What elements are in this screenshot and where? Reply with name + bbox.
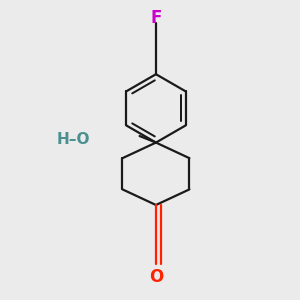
Text: H–O: H–O <box>57 132 91 147</box>
Text: O: O <box>149 268 163 286</box>
Text: F: F <box>150 9 162 27</box>
